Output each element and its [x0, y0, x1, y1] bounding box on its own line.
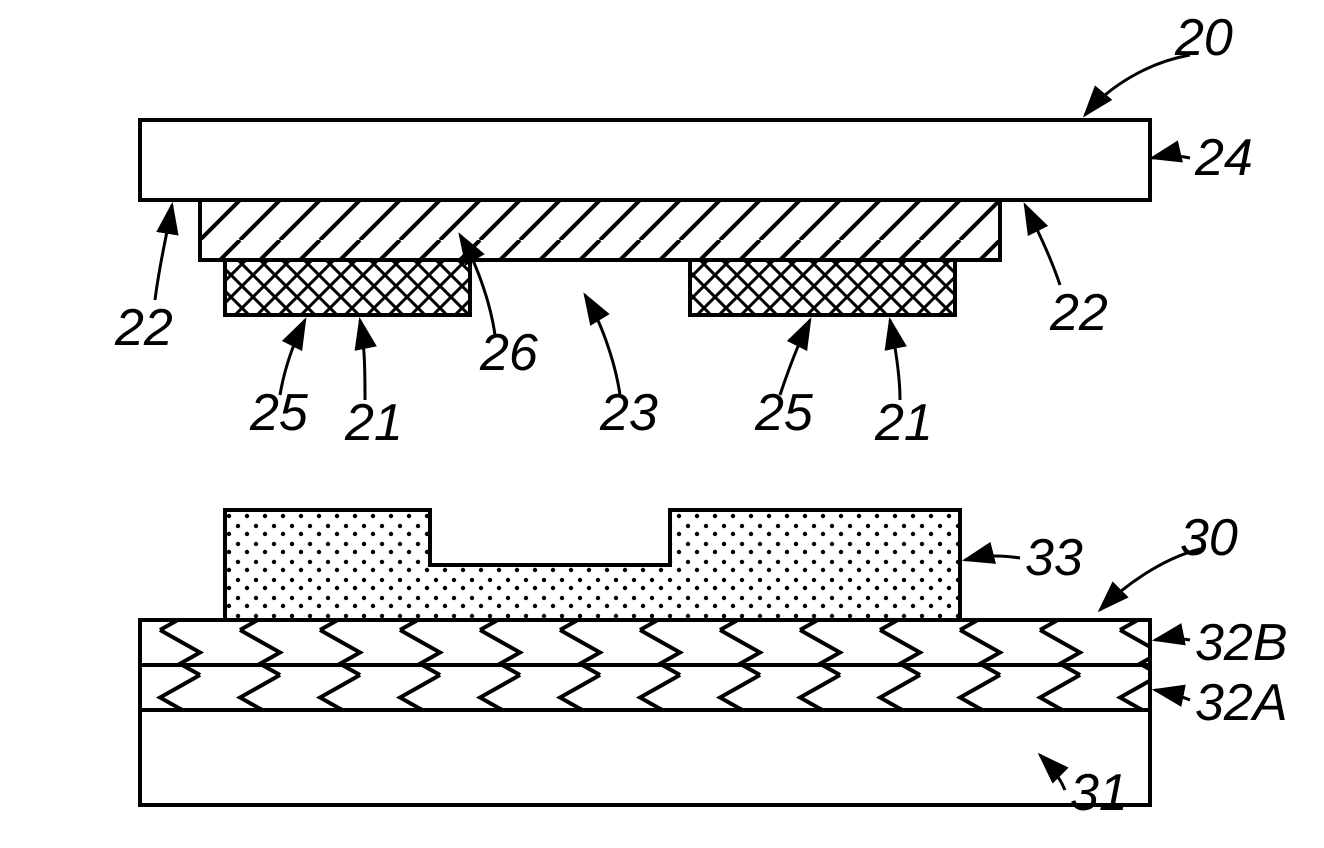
layer-33 — [225, 510, 960, 620]
leader-22R — [1025, 205, 1060, 285]
label-31: 31 — [1070, 764, 1128, 822]
leader-32B — [1155, 639, 1190, 641]
layer-26 — [200, 200, 1000, 260]
layer-32A — [140, 665, 1150, 710]
leader-32A — [1155, 690, 1190, 700]
label-22R: 22 — [1049, 284, 1108, 342]
leader-21R — [890, 320, 900, 400]
label-21R: 21 — [874, 394, 933, 452]
leader-22L — [155, 205, 172, 300]
label-24: 24 — [1194, 129, 1253, 187]
leader-33 — [965, 556, 1020, 560]
label-33: 33 — [1025, 529, 1083, 587]
label-25R: 25 — [754, 384, 814, 442]
label-32A: 32A — [1195, 674, 1288, 732]
leader-23 — [585, 295, 620, 395]
label-32B: 32B — [1195, 614, 1288, 672]
label-26: 26 — [479, 324, 538, 382]
layer-24 — [140, 120, 1150, 200]
label-25L: 25 — [249, 384, 309, 442]
leader-21L — [360, 320, 365, 400]
layer-25-right — [690, 260, 955, 315]
label-23: 23 — [599, 384, 658, 442]
label-22L: 22 — [114, 299, 173, 357]
label-30: 30 — [1180, 509, 1238, 567]
layer-31 — [140, 710, 1150, 805]
label-21L: 21 — [344, 394, 403, 452]
leader-24 — [1152, 156, 1190, 158]
layer-25-left — [225, 260, 470, 315]
layer-32B — [140, 620, 1150, 665]
label-20: 20 — [1174, 9, 1233, 67]
